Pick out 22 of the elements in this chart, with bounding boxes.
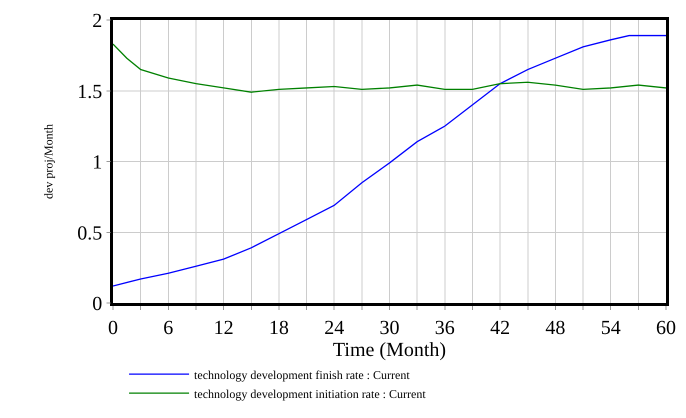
- x-tick-label: 48: [545, 316, 566, 339]
- legend-label: technology development initiation rate : Current: [194, 386, 426, 401]
- x-tick-label: 54: [600, 316, 621, 339]
- line-series: [113, 34, 666, 287]
- x-tick-label: 42: [490, 316, 510, 339]
- x-tick-label: 36: [434, 316, 455, 339]
- y-tick-label: 1.5: [77, 80, 102, 103]
- y-tick-label: 2: [92, 10, 102, 32]
- x-tick-label: 0: [108, 316, 118, 339]
- x-tick-label: 18: [268, 316, 289, 339]
- x-tick-label: 24: [324, 316, 344, 339]
- x-tick-label: 6: [163, 316, 174, 339]
- y-axis-title: dev proj/Month: [42, 124, 56, 199]
- y-tick-label: 0: [92, 293, 102, 315]
- legend-label: technology development finish rate : Current: [194, 368, 410, 382]
- line-series: [113, 43, 666, 93]
- x-axis-title: Time (Month): [332, 338, 446, 361]
- y-tick-label: 0.5: [77, 222, 102, 244]
- y-tick-label: 1: [92, 152, 102, 174]
- x-tick-label: 12: [214, 316, 234, 339]
- x-tick-label: 60: [656, 316, 676, 339]
- x-tick-label: 30: [380, 316, 400, 339]
